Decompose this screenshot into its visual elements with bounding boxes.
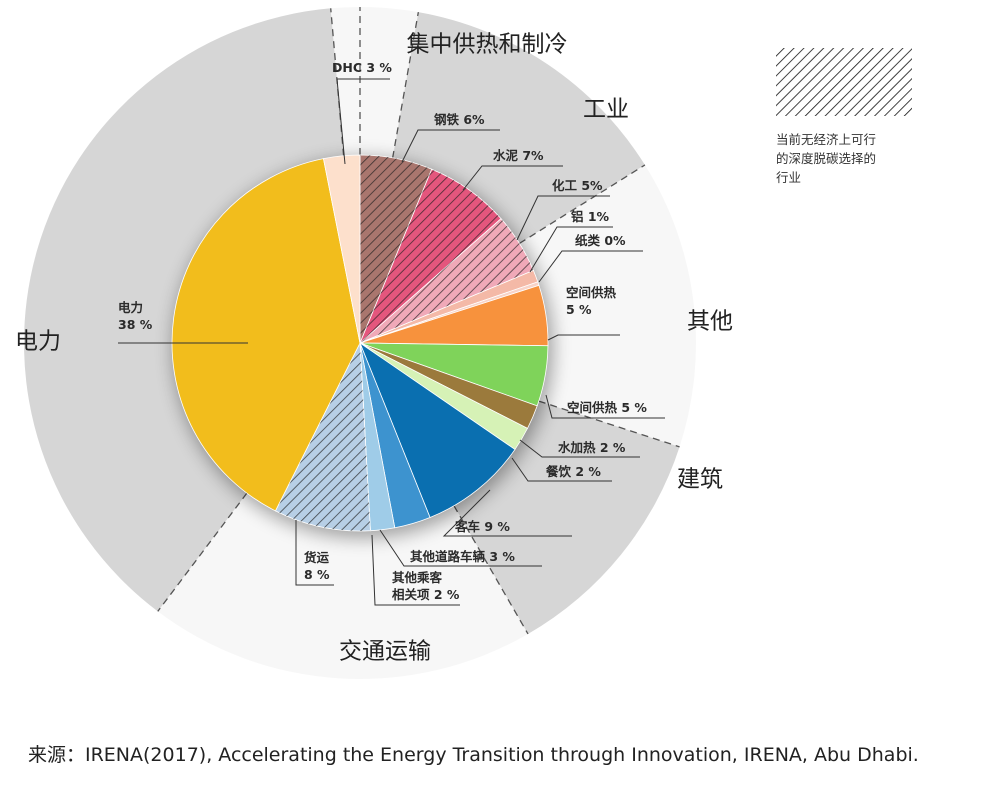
sector-label-1: 工业 bbox=[583, 97, 629, 123]
slice-电力 bbox=[171, 158, 361, 512]
slice-label-铝-1-leader bbox=[529, 226, 613, 273]
slice-label-空间供热-5: 空间供热 5 % bbox=[567, 400, 647, 415]
slice-label-货运-line2: 8 % bbox=[304, 567, 330, 582]
inner-pie bbox=[171, 154, 549, 532]
slice-label-空间供热-line2: 5 % bbox=[566, 302, 592, 317]
slice-label-客车-9: 客车 9 % bbox=[454, 519, 510, 534]
slice-label-纸类-0: 纸类 0% bbox=[575, 233, 626, 248]
sector-label-4: 交通运输 bbox=[339, 639, 431, 665]
slice-钢铁-6-hatch bbox=[360, 155, 432, 343]
slice-label-电力: 电力 bbox=[118, 300, 143, 315]
slice-label-其他道路车辆-3-leader bbox=[379, 529, 542, 567]
slice-label-水泥-7-leader bbox=[462, 165, 563, 191]
slice-label-铝-1: 铝 1% bbox=[571, 209, 610, 224]
slice-label-纸类-0-leader bbox=[538, 250, 643, 283]
sector-label-0: 集中供热和制冷 bbox=[407, 32, 568, 58]
sector-divider bbox=[392, 11, 419, 158]
slice-label-钢铁-6-leader bbox=[401, 129, 500, 163]
slice-货运-hatch bbox=[275, 343, 371, 531]
slice-label-餐饮-2-leader bbox=[511, 457, 612, 482]
sector-divider bbox=[453, 505, 529, 635]
sector-divider bbox=[538, 400, 680, 448]
slice-label-DHC-3-leader bbox=[336, 78, 390, 165]
source-note: 来源：IRENA(2017), Accelerating the Energy … bbox=[28, 744, 919, 766]
slice-客车-9 bbox=[359, 341, 516, 518]
slice-化工-5-hatch bbox=[360, 218, 534, 343]
sector-label-3: 建筑 bbox=[677, 467, 723, 493]
slice-label-空间供热-leader bbox=[547, 334, 620, 341]
sector-divider bbox=[519, 164, 646, 244]
slice-label-化工-5-leader bbox=[516, 195, 610, 241]
slice-水泥-7-hatch bbox=[360, 169, 502, 343]
slice-label-客车-9-leader bbox=[442, 489, 572, 537]
slice-label-其他乘客: 其他乘客 bbox=[392, 570, 443, 585]
slice-label-空间供热-5-leader bbox=[545, 394, 665, 419]
slice-DHC-3 bbox=[322, 154, 361, 344]
slice-label-钢铁-6: 钢铁 6% bbox=[434, 112, 485, 127]
slice-label-化工-5: 化工 5% bbox=[552, 178, 603, 193]
slice-label-水加热-2: 水加热 2 % bbox=[558, 440, 626, 455]
slice-label-其他乘客-line2: 相关项 2 % bbox=[392, 587, 460, 602]
legend-text-line: 的深度脱碳选择的 bbox=[776, 151, 876, 166]
slice-label-水加热-2-leader bbox=[519, 439, 640, 458]
legend-hatch-swatch bbox=[776, 48, 912, 116]
slice-label-空间供热: 空间供热 bbox=[566, 285, 617, 300]
sector-label-5: 电力 bbox=[15, 329, 61, 355]
slice-label-货运-leader bbox=[295, 520, 334, 586]
slice-label-水泥-7: 水泥 7% bbox=[493, 148, 544, 163]
slice-label-餐饮-2: 餐饮 2 % bbox=[545, 464, 601, 479]
legend-text-line: 当前无经济上可行 bbox=[776, 132, 876, 147]
slice-label-电力-line2: 38 % bbox=[118, 317, 153, 332]
sector-label-2: 其他 bbox=[687, 309, 733, 335]
slice-label-DHC-3: DHC 3 % bbox=[332, 60, 392, 75]
legend-text-line: 行业 bbox=[776, 170, 801, 185]
slice-label-货运: 货运 bbox=[304, 550, 330, 565]
slice-label-其他道路车辆-3: 其他道路车辆 3 % bbox=[410, 549, 515, 564]
sector-divider bbox=[157, 492, 248, 612]
slice-label-其他乘客-leader bbox=[371, 534, 460, 606]
